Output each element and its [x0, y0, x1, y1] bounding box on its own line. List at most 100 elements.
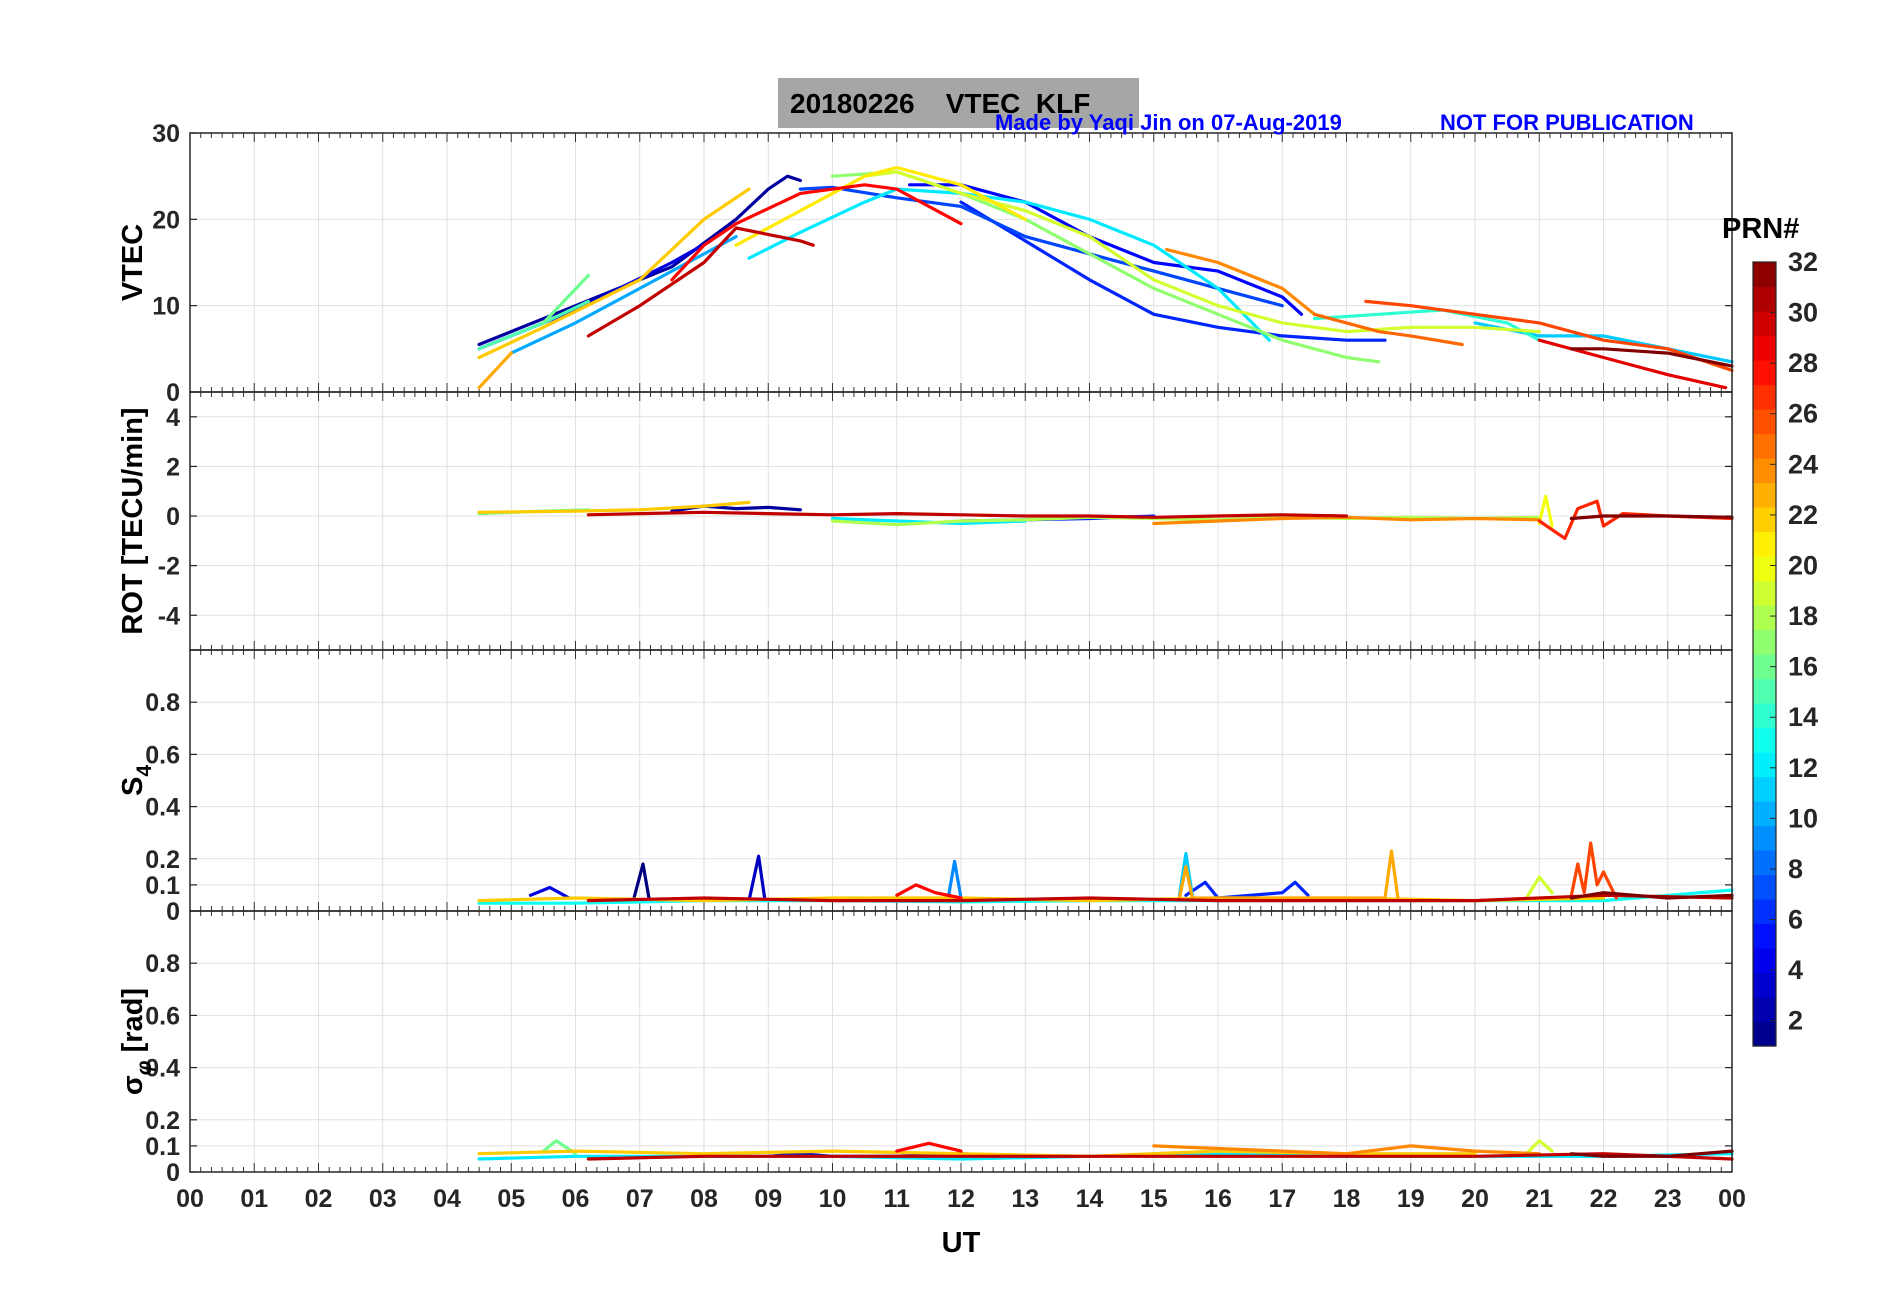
colorbar-tick-label: 8 — [1788, 854, 1803, 884]
colorbar-segment — [1753, 433, 1776, 459]
x-tick-label: 16 — [1204, 1185, 1232, 1213]
chart-title: 20180226 VTEC KLF — [790, 88, 1091, 119]
series-prn-19 — [1524, 875, 1554, 900]
y-axis-label: S4 — [117, 765, 156, 796]
series-prn-10 — [509, 235, 738, 355]
y-tick-label: 10 — [152, 293, 180, 321]
series-prn-22 — [477, 500, 751, 514]
colorbar-segment — [1753, 874, 1776, 900]
colorbar-segment — [1753, 678, 1776, 704]
colorbar-segment — [1753, 335, 1776, 361]
colorbar-segment — [1753, 923, 1776, 949]
x-tick-label: 13 — [1011, 1185, 1039, 1213]
y-tick-label: 0 — [166, 898, 180, 926]
colorbar-tick-label: 22 — [1788, 500, 1818, 530]
series-prn-28 — [895, 883, 963, 900]
colorbar-segment — [1753, 458, 1776, 484]
series-prn-14 — [1312, 308, 1541, 342]
colorbar-segment — [1753, 286, 1776, 312]
y-tick-label: 0 — [166, 503, 180, 531]
colorbar-segment — [1753, 752, 1776, 778]
colorbar-segment — [1753, 948, 1776, 974]
series-prn-30 — [586, 1152, 1734, 1161]
series-prn-32 — [1569, 891, 1734, 900]
series-prn-32 — [1569, 514, 1734, 521]
colorbar-tick-label: 26 — [1788, 399, 1818, 429]
series-prn-21 — [734, 165, 1027, 247]
x-tick-label: 21 — [1525, 1185, 1553, 1213]
colorbar-tick-label: 18 — [1788, 601, 1818, 631]
series-prn-19 — [863, 170, 1541, 334]
colorbar-segment — [1753, 801, 1776, 827]
x-tick-label: 03 — [369, 1185, 397, 1213]
x-tick-label: 17 — [1268, 1185, 1296, 1213]
title-box — [778, 78, 1139, 128]
series-prn-28 — [895, 1141, 963, 1153]
x-tick-label: 07 — [626, 1185, 654, 1213]
x-tick-label: 09 — [754, 1185, 782, 1213]
series-prn-16 — [541, 273, 590, 325]
series-prn-28 — [670, 183, 963, 282]
colorbar-segment — [1753, 580, 1776, 606]
colorbar-tick-label: 12 — [1788, 753, 1818, 783]
colorbar-frame — [1752, 261, 1777, 1047]
panel-2: -4 -2 0 2 4 ROT [TECU/min] — [117, 391, 1734, 651]
y-tick-label: 0.6 — [145, 1002, 180, 1030]
x-tick-label: 11 — [884, 1185, 911, 1213]
y-tick-label: -4 — [158, 602, 180, 630]
x-tick-label: 19 — [1397, 1185, 1425, 1213]
series-prn-7 — [798, 185, 1284, 308]
series-prn-30 — [586, 510, 1349, 519]
series-prn-23 — [1177, 849, 1400, 900]
colorbar-tick-label: 4 — [1788, 955, 1803, 985]
y-tick-label: 0.4 — [145, 794, 180, 822]
series-prn-9 — [946, 859, 963, 900]
series-prn-32 — [1569, 347, 1734, 368]
series-prn-4 — [528, 885, 571, 900]
y-tick-label: 0.8 — [145, 689, 180, 717]
x-tick-label: 20 — [1461, 1185, 1489, 1213]
x-tick-label: 02 — [305, 1185, 333, 1213]
colorbar-tick-label: 30 — [1788, 298, 1818, 328]
series-prn-30 — [586, 226, 815, 338]
y-tick-label: 0 — [166, 379, 180, 407]
y-tick-label: 0 — [166, 1159, 180, 1187]
colorbar-segment — [1753, 262, 1776, 288]
colorbar-segment — [1753, 629, 1776, 655]
series-prn-12 — [747, 187, 1271, 342]
series-prn-20 — [1537, 494, 1554, 528]
y-tick-label: 30 — [152, 120, 180, 148]
y-axis-label: σφ [rad] — [117, 988, 156, 1095]
series-prn-2 — [477, 174, 802, 347]
series-prn-30 — [586, 893, 1734, 903]
panel-1: 0 10 20 30 VTEC — [117, 120, 1734, 407]
colorbar-tick-label: 20 — [1788, 550, 1818, 580]
colorbar-segment — [1753, 507, 1776, 533]
x-tick-label: 04 — [433, 1185, 461, 1213]
y-tick-label: 0.1 — [145, 872, 180, 900]
colorbar-segment — [1753, 850, 1776, 876]
colorbar-tick-label: 28 — [1788, 348, 1818, 378]
y-tick-label: 20 — [152, 206, 180, 234]
series-prn-27 — [1537, 499, 1734, 540]
x-tick-label: 14 — [1076, 1185, 1104, 1213]
colorbar-tick-label: 2 — [1788, 1006, 1803, 1036]
x-axis-label: UT — [942, 1227, 981, 1259]
colorbar-segment — [1753, 727, 1776, 753]
series-prn-26 — [1364, 299, 1734, 372]
panel-frame — [189, 910, 1733, 1173]
colorbar-segment — [1753, 531, 1776, 557]
y-tick-label: 2 — [166, 453, 180, 481]
series-prn-1 — [631, 862, 651, 903]
colorbar-segment — [1753, 997, 1776, 1023]
series-prn-18 — [830, 515, 1541, 527]
y-tick-label: 0.2 — [145, 846, 180, 874]
x-tick-label: 22 — [1590, 1185, 1618, 1213]
x-tick-label: 01 — [240, 1185, 268, 1213]
series-prn-26 — [1569, 841, 1618, 900]
x-tick-label: 00 — [1718, 1185, 1746, 1213]
colorbar-segment — [1753, 703, 1776, 729]
series-prn-16 — [541, 1139, 578, 1156]
y-tick-label: 0.1 — [145, 1133, 180, 1161]
